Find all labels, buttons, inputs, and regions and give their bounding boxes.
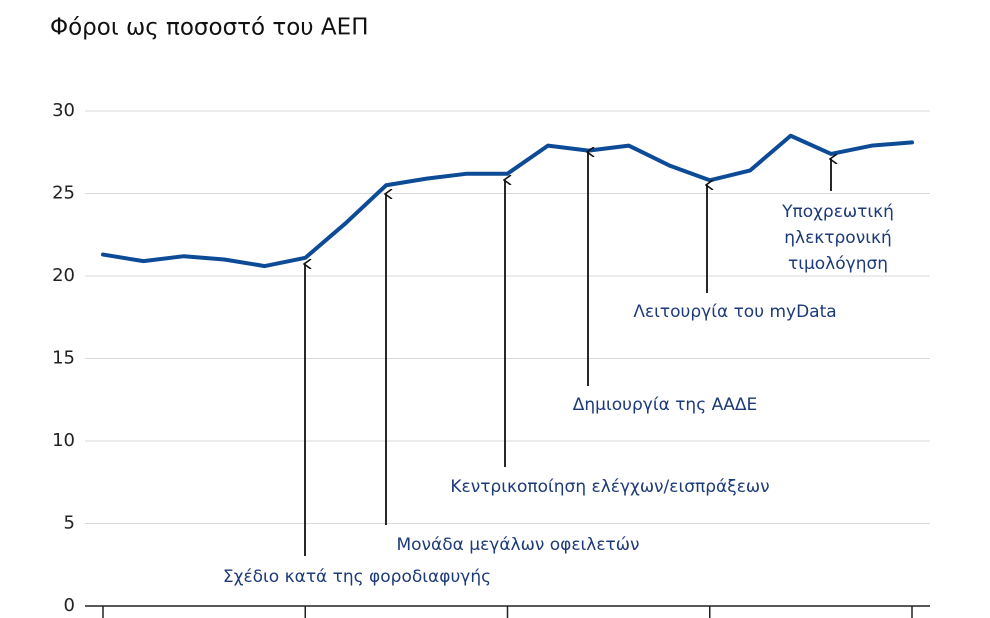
annotation: Σχέδιο κατά της φοροδιαφυγής: [223, 567, 491, 587]
annotation: ηλεκτρονική: [784, 228, 892, 248]
annotation: Υποχρεωτική: [781, 202, 894, 222]
y-tick-label: 5: [64, 513, 75, 534]
annotation: τιμολόγηση: [788, 254, 888, 274]
chart-title: Φόροι ως ποσοστό του ΑΕΠ: [50, 15, 369, 41]
annotation: Λειτουργία του myData: [633, 302, 836, 322]
y-tick-label: 10: [52, 430, 75, 451]
y-tick-label: 20: [52, 265, 75, 286]
annotation: Μονάδα μεγάλων οφειλετών: [396, 535, 639, 555]
y-tick-label: 15: [52, 348, 75, 369]
line-series: [101, 133, 914, 269]
annotation: Δημιουργία της ΑΑΔΕ: [573, 395, 757, 415]
y-tick-label: 25: [52, 183, 75, 204]
annotation: Κεντρικοποίηση ελέγχων/εισπράξεων: [450, 477, 769, 497]
y-tick-label: 0: [64, 595, 75, 616]
y-tick-label: 30: [52, 100, 75, 121]
